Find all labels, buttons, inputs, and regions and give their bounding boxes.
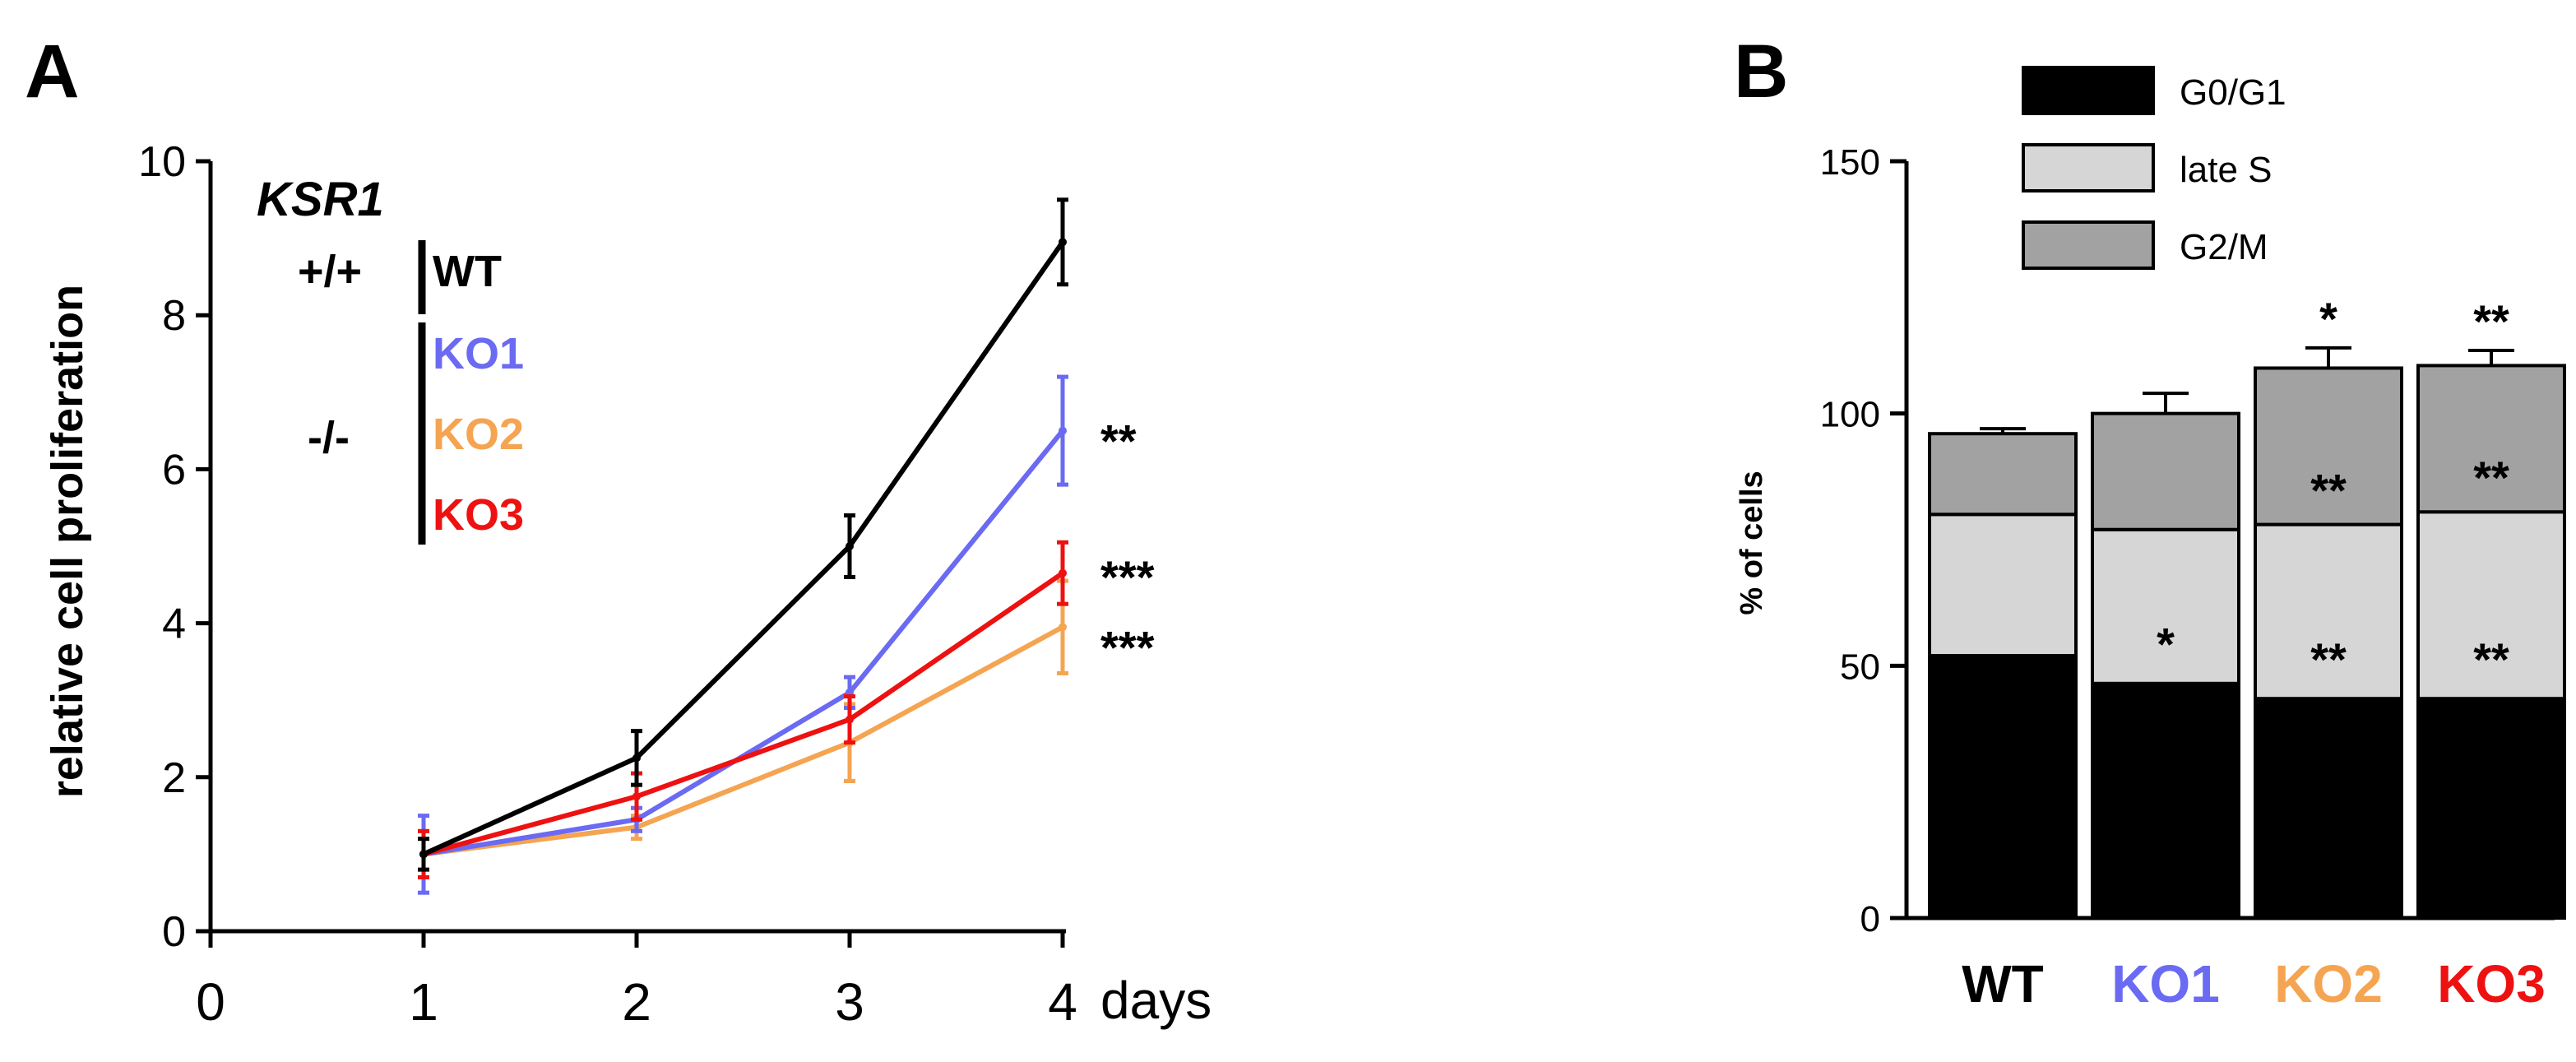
line-ko3 <box>423 571 1064 857</box>
panel-a-significance: ******** <box>1100 415 1155 674</box>
b-y-tick-label-150: 150 <box>1820 142 1880 183</box>
category-label-ko1: KO1 <box>2111 954 2220 1013</box>
panel-a-x-ticks: 0 1 2 3 4 <box>196 931 1077 1032</box>
annotation-ko2-g2-m: * <box>2319 293 2337 345</box>
b-y-tick-label-0: 0 <box>1860 899 1880 939</box>
point-wt-day-4 <box>1059 238 1067 247</box>
legend-swatch-g2-m <box>2022 220 2155 270</box>
panel-b-y-ticks: 0 50 100 150 <box>1820 142 1907 939</box>
panel-a-y-axis-label: relative cell proliferation <box>43 285 92 798</box>
bar-group-ko1 <box>2091 392 2240 920</box>
y-tick-label-6: 6 <box>162 446 186 494</box>
annotation-ko2-late-s: ** <box>2310 464 2347 516</box>
panel-b-category-labels: WT KO1 KO2 KO3 <box>1962 954 2546 1013</box>
category-label-ko3: KO3 <box>2437 954 2546 1013</box>
y-tick-label-8: 8 <box>162 292 186 340</box>
legend-swatch-late-s <box>2022 143 2155 192</box>
x-tick-label-3: 3 <box>835 972 864 1032</box>
legend-entry-ko1: KO1 <box>433 329 524 378</box>
bar-group-ko2 <box>2254 345 2403 920</box>
series-ko3 <box>418 540 1068 879</box>
bar-wt-g2-m <box>1928 432 2078 517</box>
legend-genotype-wt: +/+ <box>298 247 362 296</box>
panel-a-proliferation-chart: A relative cell proliferation 0 2 4 6 8 10 0 1… <box>25 30 1212 1032</box>
legend-label-g0-g1: G0/G1 <box>2180 72 2286 113</box>
significance-ko3: *** <box>1100 551 1155 603</box>
y-tick-label-2: 2 <box>162 754 186 802</box>
y-tick-label-4: 4 <box>162 601 186 648</box>
y-tick-label-10: 10 <box>138 138 186 186</box>
panel-a-x-unit-label: days <box>1100 971 1212 1030</box>
line-ko2 <box>423 624 1064 857</box>
series-wt <box>418 197 1068 872</box>
legend-entry-ko2: KO2 <box>433 410 524 459</box>
series-ko2 <box>418 578 1068 879</box>
point-wt-day-2 <box>632 754 641 763</box>
point-ko3-day-4 <box>1059 568 1067 577</box>
legend-title-ksr1: KSR1 <box>257 173 384 226</box>
bar-wt-g0-g1 <box>1928 654 2078 920</box>
x-tick-label-1: 1 <box>409 972 438 1032</box>
panel-b-annotations: * *********** <box>2157 293 2509 685</box>
bar-ko2-g2-m <box>2254 366 2403 526</box>
legend-label-g2-m: G2/M <box>2180 227 2268 267</box>
panel-b-label: B <box>1734 30 1788 114</box>
bar-ko1-g2-m <box>2091 411 2240 531</box>
point-ko3-day-3 <box>846 715 854 724</box>
bar-ko3-g0-g1 <box>2416 697 2566 920</box>
line-wt <box>422 240 1065 857</box>
panel-a-series <box>418 197 1068 895</box>
bar-wt-late-s <box>1928 512 2078 658</box>
y-tick-label-0: 0 <box>162 908 186 956</box>
bar-group-wt <box>1928 427 2078 920</box>
annotation-ko3-late-s: ** <box>2473 452 2509 503</box>
legend-genotype-ko: -/- <box>308 413 350 462</box>
x-tick-label-2: 2 <box>622 972 651 1032</box>
bar-ko2-late-s <box>2254 522 2403 701</box>
bar-ko2-g0-g1 <box>2254 697 2403 920</box>
category-label-ko2: KO2 <box>2274 954 2383 1013</box>
point-ko2-day-4 <box>1059 623 1067 632</box>
point-wt-day-3 <box>846 542 854 550</box>
point-wt-day-1 <box>419 850 428 859</box>
bar-ko1-g0-g1 <box>2091 681 2240 920</box>
bar-group-ko3 <box>2416 349 2566 920</box>
panel-a-label: A <box>25 30 79 114</box>
annotation-ko1-g0-g1: * <box>2157 619 2175 670</box>
category-label-wt: WT <box>1962 954 2044 1013</box>
panel-a-y-ticks: 0 2 4 6 8 10 <box>138 138 211 956</box>
legend-entry-ko3: KO3 <box>433 490 524 540</box>
bar-ko1-late-s <box>2091 527 2240 685</box>
panel-b-bars <box>1928 345 2566 920</box>
annotation-ko3-g2-m: ** <box>2473 295 2509 347</box>
legend-entry-wt: WT <box>433 247 502 296</box>
annotation-ko2-g0-g1: ** <box>2310 633 2347 685</box>
b-y-tick-label-50: 50 <box>1840 647 1880 687</box>
x-tick-label-0: 0 <box>196 972 225 1032</box>
legend-label-late-s: late S <box>2180 150 2273 190</box>
point-ko3-day-2 <box>632 792 641 801</box>
b-y-tick-label-100: 100 <box>1820 395 1880 435</box>
significance-ko1: ** <box>1100 415 1137 467</box>
panel-b-y-axis-label: % of cells <box>1735 471 1769 614</box>
panel-a-legend: KSR1 +/+ -/- WT KO1 KO2 KO3 <box>257 173 524 545</box>
x-tick-label-4: 4 <box>1048 972 1077 1032</box>
legend-swatch-g0-g1 <box>2022 66 2155 115</box>
annotation-ko3-g0-g1: ** <box>2473 633 2509 685</box>
panel-b-legend: G0/G1 late S G2/M <box>2022 66 2286 270</box>
point-ko1-day-4 <box>1059 426 1067 435</box>
significance-ko2: *** <box>1100 621 1155 673</box>
